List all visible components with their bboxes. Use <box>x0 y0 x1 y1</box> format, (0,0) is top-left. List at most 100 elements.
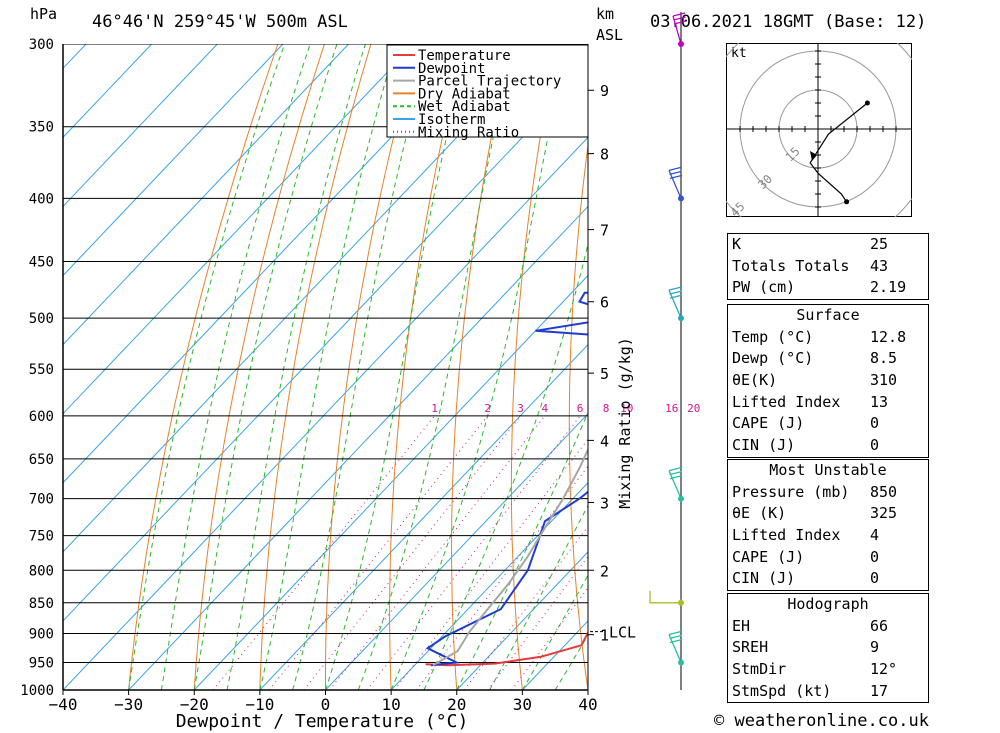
surface-table: Surface Temp (°C) 12.8 Dewp (°C) 8.5 θE(K) 310… <box>727 304 929 458</box>
info-label: StmSpd (kt) <box>732 681 832 700</box>
km-tick-label: 3 <box>600 494 609 512</box>
isotherm-line <box>63 44 415 415</box>
legend-label: Parcel Trajectory <box>418 74 561 90</box>
isotherm-line <box>193 274 588 690</box>
info-row: Totals Totals 43 <box>728 256 928 278</box>
wet-adiabat-line <box>423 242 588 690</box>
isotherm-line <box>63 44 218 208</box>
wind-barb-flag <box>668 286 682 291</box>
legend-box <box>386 44 589 138</box>
indices-table: K 25 Totals Totals 43 PW (cm) 2.19 <box>727 233 929 301</box>
info-value: 66 <box>870 616 889 635</box>
legend-label: Dewpoint <box>418 61 485 77</box>
pressure-tick-label: 600 <box>29 409 54 425</box>
wet-adiabat-line <box>128 44 286 690</box>
temperature-tick-label: 20 <box>447 695 466 714</box>
km-tick-label: 5 <box>600 365 609 383</box>
wind-barb-flag <box>668 166 682 171</box>
mixing-ratio-line <box>366 415 581 690</box>
info-label: EH <box>732 616 751 635</box>
pressure-tick-label: 650 <box>29 452 54 468</box>
info-row: Lifted Index 4 <box>728 525 928 547</box>
mixing-ratio-label: 8 <box>603 402 610 415</box>
pressure-tick-label: 900 <box>29 626 54 642</box>
isotherm-line <box>456 551 588 690</box>
info-label: CAPE (J) <box>732 547 805 566</box>
wind-barb-shaft <box>672 15 682 45</box>
wet-adiabat-line <box>521 574 588 690</box>
wind-barb <box>668 466 683 499</box>
info-value: 0 <box>870 569 880 588</box>
info-label: Pressure (mb) <box>732 482 850 501</box>
mixing-ratio-line <box>394 438 588 690</box>
wind-barb-flag <box>669 290 682 295</box>
km-tick-label: 2 <box>600 562 609 580</box>
temperature-tick-label: −30 <box>114 695 143 714</box>
copyright-label: © weatheronline.co.uk <box>714 711 929 731</box>
mixing-ratio-line <box>511 586 588 690</box>
wind-barb <box>672 12 687 45</box>
mixing-ratio-label: 6 <box>577 402 584 415</box>
info-value: 9 <box>870 638 880 657</box>
info-value: 310 <box>870 371 898 390</box>
wind-barb-flag <box>672 12 686 17</box>
wind-barb-flag <box>669 638 683 644</box>
mixing-ratio-label: 1 <box>431 402 438 415</box>
info-label: CIN (J) <box>732 569 796 588</box>
info-row: CAPE (J) 0 <box>728 547 928 569</box>
wind-barb-flag <box>668 466 682 472</box>
isotherm-line <box>63 67 588 622</box>
pressure-tick-label: 750 <box>29 529 54 545</box>
info-value: 4 <box>870 526 880 545</box>
info-value: 325 <box>870 504 898 523</box>
info-value: 0 <box>870 436 880 455</box>
storm-motion-arrow <box>810 151 817 161</box>
info-row: SREH 9 <box>728 637 928 659</box>
wind-barb-shaft <box>668 634 682 663</box>
info-value: 13 <box>870 392 889 411</box>
info-row: StmDir 12° <box>728 659 928 681</box>
km-tick-label: 4 <box>600 432 609 450</box>
mixing-ratio-label: 2 <box>484 402 491 415</box>
info-label: Lifted Index <box>732 392 841 411</box>
info-row: K 25 <box>728 234 928 256</box>
mixing-ratio-line <box>329 415 546 690</box>
info-row: Temp (°C) 12.8 <box>728 327 928 349</box>
wind-barb-flag <box>668 630 682 636</box>
wet-adiabat-line <box>292 44 431 690</box>
skew-t-chart: 3003504004505005506006507007508008509009… <box>20 12 700 732</box>
wind-barb-shaft <box>668 470 682 499</box>
mixing-ratio-label: 20 <box>687 402 700 415</box>
info-label: K <box>732 235 742 253</box>
info-row: PW (cm) 2.19 <box>728 277 928 299</box>
most-unstable-table: Most Unstable Pressure (mb) 850 θE (K) 325 Li… <box>727 459 929 592</box>
wind-barb-flag <box>669 174 683 179</box>
info-value: 2.19 <box>870 278 907 297</box>
info-label: Dewp (°C) <box>732 349 814 368</box>
wind-barb-flag <box>669 470 682 476</box>
legend-label: Dry Adiabat <box>418 86 511 102</box>
temperature-tick-label: 0 <box>321 695 331 714</box>
hodograph-stats-table: Hodograph EH 66 SREH 9 StmDir 12° StmSpd (kt) 17 <box>727 593 929 704</box>
datetime-label: 03.06.2021 18GMT (Base: 12) <box>650 12 927 32</box>
section-title: Hodograph <box>787 595 869 613</box>
isotherm-line <box>259 343 588 690</box>
isotherm-line <box>63 44 153 139</box>
temperature-tick-label: −10 <box>245 695 274 714</box>
km-tick-label: 1 <box>600 627 609 645</box>
mixing-ratio-line <box>268 415 489 690</box>
wind-barb <box>668 166 683 199</box>
info-row: StmSpd (kt) 17 <box>728 681 928 703</box>
info-label: CAPE (J) <box>732 414 805 433</box>
dry-adiabat-line <box>510 44 558 690</box>
dry-adiabat-line <box>568 141 588 690</box>
wind-barb <box>668 630 683 663</box>
info-label: SREH <box>732 638 769 657</box>
info-label: Temp (°C) <box>732 327 814 346</box>
hodograph-end-point <box>844 199 850 205</box>
pressure-tick-label: 500 <box>29 311 54 327</box>
pressure-tick-label: 350 <box>29 120 54 136</box>
isotherm-line <box>63 136 588 690</box>
info-row: CAPE (J) 0 <box>728 413 928 435</box>
